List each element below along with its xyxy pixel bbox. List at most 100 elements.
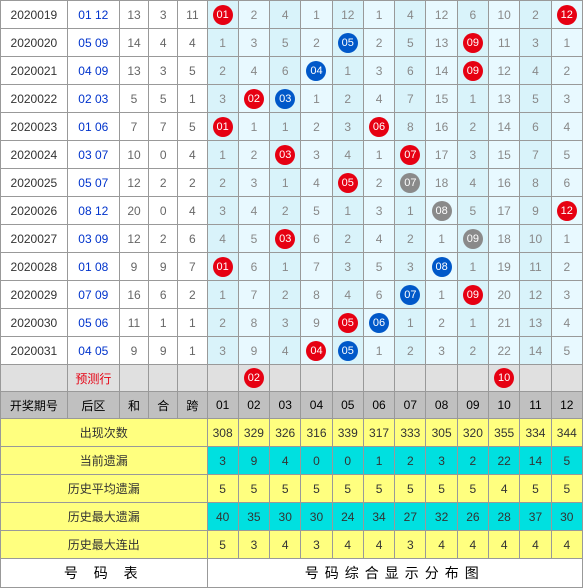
grid-cell: 20 xyxy=(489,281,520,309)
grid-cell xyxy=(207,365,238,392)
grid-cell: 13 xyxy=(489,85,520,113)
grid-cell: 12 xyxy=(520,281,551,309)
grid-cell: 01 xyxy=(207,253,238,281)
hdr-num: 03 xyxy=(270,392,301,419)
footer-right: 号码综合显示分布图 xyxy=(207,559,583,588)
stat-cell: 3 xyxy=(426,447,457,475)
stat-cell: 4 xyxy=(270,447,301,475)
he-cell: 9 xyxy=(149,337,178,365)
grid-cell: 14 xyxy=(489,113,520,141)
grid-cell: 5 xyxy=(363,253,394,281)
he-cell: 7 xyxy=(149,113,178,141)
grid-cell: 2 xyxy=(520,1,551,29)
grid-cell: 21 xyxy=(489,309,520,337)
stat-cell: 5 xyxy=(551,475,582,503)
sum-cell: 13 xyxy=(119,1,148,29)
grid-cell: 6 xyxy=(457,1,488,29)
stat-row: 出现次数308329326316339317333305320355334344 xyxy=(1,419,583,447)
grid-cell xyxy=(332,365,363,392)
grid-cell: 1 xyxy=(395,309,426,337)
stat-cell: 30 xyxy=(301,503,332,531)
grid-cell xyxy=(520,365,551,392)
period-cell: 2020020 xyxy=(1,29,68,57)
stat-cell: 355 xyxy=(489,419,520,447)
grid-cell: 3 xyxy=(207,337,238,365)
stat-cell: 333 xyxy=(395,419,426,447)
rear-cell: 01 12 xyxy=(67,1,119,29)
stat-label: 历史平均遗漏 xyxy=(1,475,208,503)
grid-cell: 17 xyxy=(426,141,457,169)
grid-cell: 1 xyxy=(363,337,394,365)
grid-cell: 6 xyxy=(551,169,582,197)
hdr-sum: 和 xyxy=(119,392,148,419)
grid-cell: 09 xyxy=(457,281,488,309)
stat-cell: 9 xyxy=(238,447,269,475)
kua-cell: 1 xyxy=(178,85,207,113)
stat-cell: 3 xyxy=(238,531,269,559)
grid-cell: 02 xyxy=(238,85,269,113)
sum-cell: 9 xyxy=(119,253,148,281)
stat-cell: 30 xyxy=(551,503,582,531)
stat-cell: 5 xyxy=(207,475,238,503)
period-cell: 2020028 xyxy=(1,253,68,281)
grid-cell: 3 xyxy=(457,141,488,169)
grid-cell: 8 xyxy=(238,309,269,337)
grid-cell: 3 xyxy=(238,29,269,57)
grid-cell: 7 xyxy=(520,141,551,169)
data-row: 202002801 089970161735308119112 xyxy=(1,253,583,281)
lottery-table: 202001901 121331101241121412610212202002… xyxy=(0,0,583,588)
grid-cell: 05 xyxy=(332,169,363,197)
rear-cell: 01 08 xyxy=(67,253,119,281)
he-cell: 5 xyxy=(149,85,178,113)
ball-01: 01 xyxy=(213,117,233,137)
grid-cell: 1 xyxy=(301,85,332,113)
sum-cell: 16 xyxy=(119,281,148,309)
grid-cell: 09 xyxy=(457,57,488,85)
grid-cell: 3 xyxy=(301,141,332,169)
hdr-num: 06 xyxy=(363,392,394,419)
grid-cell: 07 xyxy=(395,281,426,309)
grid-cell: 6 xyxy=(238,253,269,281)
he-cell: 3 xyxy=(149,1,178,29)
data-row: 202003005 0611112839050612121134 xyxy=(1,309,583,337)
data-row: 202002005 0914441352052513091131 xyxy=(1,29,583,57)
stat-cell: 27 xyxy=(395,503,426,531)
hdr-period: 开奖期号 xyxy=(1,392,68,419)
grid-cell: 2 xyxy=(207,309,238,337)
grid-cell xyxy=(363,365,394,392)
grid-cell: 4 xyxy=(457,169,488,197)
he-cell: 2 xyxy=(149,225,178,253)
data-row: 202003104 059913940405123222145 xyxy=(1,337,583,365)
grid-cell: 2 xyxy=(270,197,301,225)
grid-cell: 16 xyxy=(489,169,520,197)
grid-cell: 6 xyxy=(363,281,394,309)
data-row: 202002104 0913352460413614091242 xyxy=(1,57,583,85)
grid-cell: 3 xyxy=(363,197,394,225)
stat-cell: 5 xyxy=(270,475,301,503)
grid-cell: 12 xyxy=(332,1,363,29)
rear-cell: 08 12 xyxy=(67,197,119,225)
hdr-num: 10 xyxy=(489,392,520,419)
stat-cell: 5 xyxy=(363,475,394,503)
grid-cell: 5 xyxy=(551,337,582,365)
grid-cell: 5 xyxy=(520,85,551,113)
period-cell: 2020021 xyxy=(1,57,68,85)
kua-cell: 5 xyxy=(178,113,207,141)
he-cell: 0 xyxy=(149,197,178,225)
grid-cell: 1 xyxy=(551,29,582,57)
grid-cell: 9 xyxy=(520,197,551,225)
ball-12: 12 xyxy=(557,201,577,221)
ball-03: 03 xyxy=(275,145,295,165)
stat-cell: 308 xyxy=(207,419,238,447)
stat-cell: 5 xyxy=(301,475,332,503)
grid-cell: 2 xyxy=(332,225,363,253)
grid-cell: 6 xyxy=(520,113,551,141)
stat-cell: 305 xyxy=(426,419,457,447)
grid-cell: 04 xyxy=(301,337,332,365)
grid-cell: 5 xyxy=(457,197,488,225)
grid-cell: 1 xyxy=(332,57,363,85)
rear-cell: 05 06 xyxy=(67,309,119,337)
grid-cell: 10 xyxy=(520,225,551,253)
grid-cell: 05 xyxy=(332,337,363,365)
stat-cell: 40 xyxy=(207,503,238,531)
